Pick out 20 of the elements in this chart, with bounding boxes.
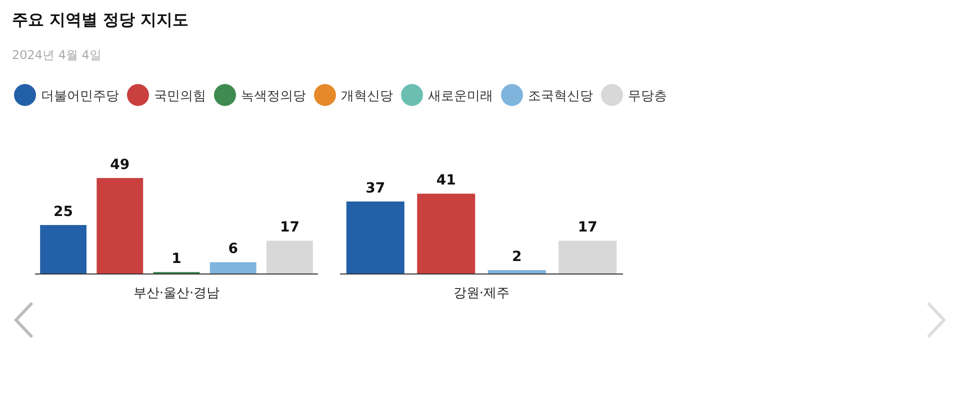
legend-label: 국민의힘 [154,89,206,104]
data-label: 2 [512,249,522,266]
data-label: 49 [110,157,130,173]
legend-label: 개혁신당 [341,89,393,104]
data-label: 6 [228,241,238,258]
data-label: 17 [280,220,300,236]
x-tick-label: 부산·울산·경남 [133,286,220,301]
data-label: 17 [578,220,598,236]
data-label: 41 [436,172,456,189]
chart-title: 주요 지역별 정당 지지도 [12,10,189,29]
chart-subtitle: 2024년 4월 4일 [12,48,102,62]
legend-label: 무당층 [628,89,667,104]
legend-label: 조국혁신당 [528,89,593,104]
data-label: 37 [366,180,386,197]
legend-label: 더불어민주당 [41,89,119,104]
data-label: 1 [172,251,182,268]
x-tick-label: 강원·제주 [453,286,510,301]
data-label: 25 [54,204,74,220]
legend-label: 새로운미래 [428,89,493,104]
legend-label: 녹색정의당 [241,89,306,104]
